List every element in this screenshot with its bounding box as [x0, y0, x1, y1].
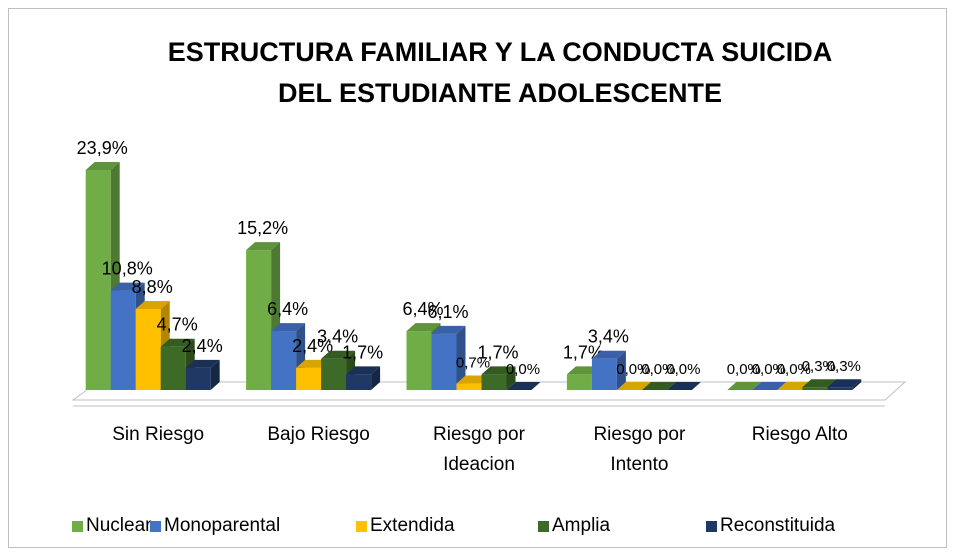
bar — [135, 308, 161, 390]
data-label: 4,7% — [157, 315, 198, 335]
data-label: 0,0% — [616, 361, 650, 378]
bar-side — [456, 325, 466, 390]
data-label: 0,0% — [641, 361, 675, 378]
bar-top — [752, 382, 787, 390]
bar — [431, 333, 457, 390]
bar-top — [85, 162, 120, 170]
data-label: 2,4% — [292, 336, 333, 356]
data-label: 3,4% — [317, 327, 358, 347]
legend-swatch — [72, 520, 83, 532]
data-label: 0,0% — [752, 361, 786, 378]
legend-label: Amplia — [552, 515, 611, 536]
bar-side — [852, 379, 862, 390]
legend-swatch — [538, 520, 549, 532]
x-tick-label: Bajo Riesgo — [267, 424, 370, 445]
data-label: 0,0% — [777, 361, 811, 378]
bar-top — [827, 379, 862, 388]
data-label: 1,7% — [477, 342, 518, 362]
legend-label: Nuclear — [86, 515, 152, 536]
bar-top — [321, 350, 356, 359]
legend-swatch — [706, 520, 717, 532]
data-label: 0,0% — [666, 361, 700, 378]
data-label: 6,4% — [402, 299, 443, 319]
bar-top — [431, 325, 466, 334]
data-label: 10,8% — [102, 259, 153, 279]
legend-item: Amplia — [538, 515, 610, 537]
bar — [346, 374, 372, 390]
bar — [271, 331, 297, 390]
legend-item: Reconstituida — [706, 515, 835, 537]
bar-side — [616, 350, 626, 390]
data-label: 2,4% — [182, 336, 223, 356]
bar — [296, 367, 322, 390]
bar-top — [481, 366, 516, 375]
bar-top — [271, 323, 306, 332]
legend-item: Nuclear — [72, 515, 151, 537]
data-label: 15,2% — [237, 218, 288, 238]
bar — [185, 367, 211, 390]
bar — [321, 358, 347, 390]
data-label: 23,9% — [77, 138, 128, 158]
bar-top — [110, 282, 145, 291]
data-label: 0,3% — [827, 358, 861, 375]
data-label: 1,7% — [342, 342, 383, 362]
bar-side — [371, 366, 381, 390]
bar — [160, 346, 186, 390]
bar-top — [727, 382, 762, 390]
data-label: 0,7% — [456, 355, 490, 372]
legend-label: Monoparental — [164, 515, 281, 536]
bar — [802, 387, 828, 390]
data-label: 0,3% — [802, 358, 836, 375]
bar-top — [802, 379, 837, 388]
x-tick-label: Riesgo por Intento — [593, 424, 686, 475]
legend-label: Extendida — [370, 515, 455, 536]
x-tick-label: Sin Riesgo — [112, 424, 205, 445]
data-label: 0,0% — [727, 361, 761, 378]
bar-top — [246, 242, 281, 251]
bar-top — [666, 382, 701, 390]
data-label: 0,0% — [506, 361, 540, 378]
legend-item: Monoparental — [150, 515, 280, 537]
x-tick-label: Riesgo por Ideacion — [433, 424, 525, 475]
chart-title: ESTRUCTURA FAMILIAR Y LA CONDUCTA SUICID… — [167, 37, 833, 108]
bar-top — [616, 382, 651, 390]
bar-side — [210, 359, 220, 390]
legend-label: Reconstituida — [720, 515, 836, 536]
legend-swatch — [356, 520, 367, 532]
data-label: 8,8% — [132, 277, 173, 297]
bar-top — [641, 382, 676, 390]
bar — [110, 290, 136, 390]
bar — [85, 170, 111, 390]
bar — [456, 383, 482, 390]
x-tick-label: Riesgo Alto — [751, 424, 848, 445]
bar-top — [160, 338, 195, 347]
bar-top — [185, 359, 220, 368]
bar-top — [135, 300, 170, 309]
bar-top — [346, 366, 381, 375]
bar — [406, 331, 432, 390]
bar — [827, 387, 853, 390]
data-label: 6,4% — [267, 299, 308, 319]
data-label: 6,1% — [427, 302, 468, 322]
bar — [481, 374, 507, 390]
chart-frame — [8, 8, 947, 548]
legend-item: Extendida — [356, 515, 455, 537]
bar — [246, 250, 272, 390]
bar-top — [406, 323, 441, 332]
bar — [566, 374, 592, 390]
bar-top — [591, 350, 626, 359]
bar-side — [506, 366, 516, 390]
bar — [591, 358, 617, 390]
bar-top — [506, 382, 541, 390]
legend-swatch — [150, 520, 161, 532]
data-label: 3,4% — [588, 327, 629, 347]
